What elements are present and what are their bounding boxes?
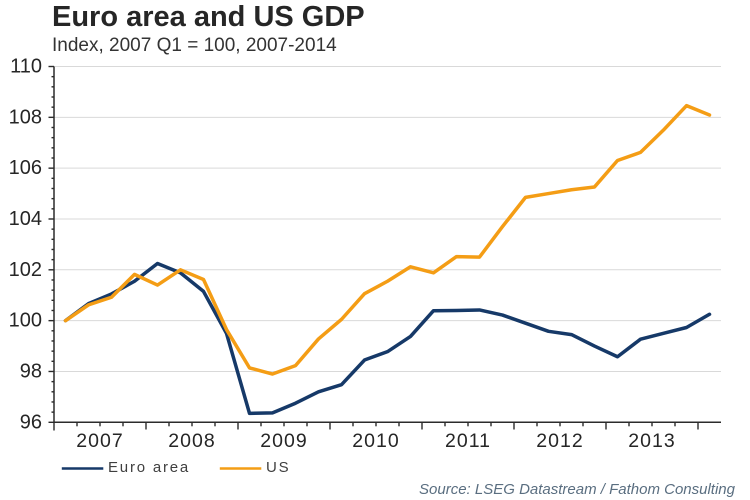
svg-text:100: 100 (9, 310, 42, 332)
svg-text:2012: 2012 (536, 430, 583, 452)
svg-text:110: 110 (10, 56, 42, 78)
svg-text:102: 102 (9, 259, 42, 281)
svg-text:106: 106 (9, 157, 42, 179)
svg-text:98: 98 (20, 360, 42, 382)
svg-text:2013: 2013 (628, 430, 675, 452)
svg-text:108: 108 (9, 106, 42, 128)
svg-text:2007: 2007 (76, 430, 123, 452)
svg-text:2011: 2011 (445, 430, 491, 452)
svg-text:96: 96 (20, 411, 42, 433)
svg-text:2010: 2010 (352, 430, 399, 452)
svg-text:104: 104 (9, 208, 42, 230)
svg-text:2008: 2008 (168, 430, 215, 452)
svg-text:2009: 2009 (260, 430, 307, 452)
